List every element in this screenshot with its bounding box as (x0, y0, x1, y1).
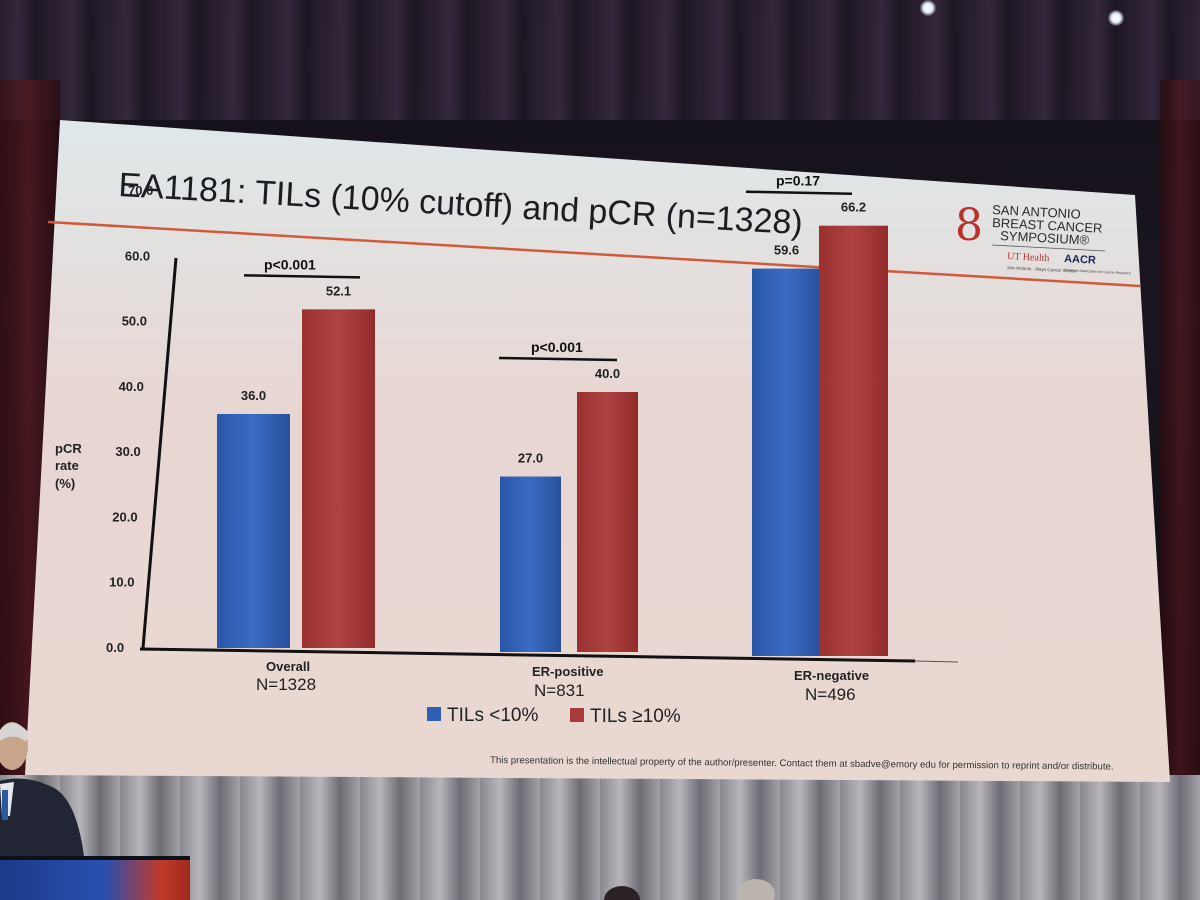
category-n-label: N=496 (805, 685, 856, 704)
legend: TILs <10% TILs ≥10% (427, 705, 681, 727)
logo-line-1: SAN ANTONIO (992, 202, 1081, 222)
x-tick-label: ER-positive (532, 664, 604, 679)
stage-curtain-right (1160, 80, 1200, 780)
y-tick-label: 30.0 (115, 444, 140, 459)
y-axis-label-line-1: pCR (55, 441, 82, 456)
aacr-sub: American Association for Cancer Research (1064, 268, 1131, 275)
data-label: 40.0 (595, 366, 620, 381)
sabcs-ribbon-icon: 8 (955, 200, 983, 251)
presenter-suit (0, 778, 84, 856)
presenter-hair (0, 723, 28, 742)
sabcs-logo: 8 SAN ANTONIO BREAST CANCER SYMPOSIUM® U… (955, 200, 1131, 275)
category-n-label: N=1328 (256, 675, 316, 694)
title-accent-line (47, 220, 1141, 288)
ut-health-label: UT Health (1007, 251, 1050, 264)
y-tick-label: 10.0 (109, 575, 134, 590)
data-label: 52.1 (326, 283, 351, 298)
x-axis-line (139, 647, 916, 663)
data-label: 66.2 (841, 200, 866, 215)
stage-light (1108, 10, 1124, 26)
logo-line-3: SYMPOSIUM® (1000, 228, 1090, 248)
p-value-label: p<0.001 (264, 256, 316, 272)
logo-line-2: BREAST CANCER (992, 215, 1103, 236)
stage-curtain-top (0, 0, 1200, 120)
bar-tils-high-overall (302, 309, 375, 648)
y-tick-label: 0.0 (106, 640, 124, 655)
data-label: 59.6 (774, 243, 799, 258)
presenter-figure (0, 722, 84, 856)
bar-tils-low-er-negative (752, 268, 821, 656)
y-tick-label: 70.0 (128, 183, 153, 198)
bar-tils-low-er-positive (500, 476, 561, 652)
legend-swatch-tils-low (427, 707, 441, 721)
y-axis-label-line-3: (%) (55, 476, 75, 491)
audience-head (737, 879, 775, 900)
data-label: 27.0 (518, 451, 543, 466)
y-tick-label: 60.0 (125, 248, 150, 263)
y-tick-label: 50.0 (122, 314, 147, 329)
stage-light (920, 0, 936, 16)
audience-head (604, 886, 640, 900)
stage-curtain-bottom (0, 775, 1200, 900)
p-value-bracket (498, 356, 618, 362)
chart-marks: 0.0 10.0 20.0 30.0 40.0 50.0 60.0 70.0 36.0 52.1 p… (106, 173, 888, 704)
presenter-tie (2, 790, 8, 820)
aacr-label: AACR (1064, 253, 1096, 267)
category-n-label: N=831 (534, 681, 585, 700)
p-value-bracket (243, 274, 361, 279)
data-label: 36.0 (241, 388, 266, 403)
p-value-label: p=0.17 (776, 173, 820, 189)
legend-label-tils-low: TILs <10% (447, 705, 538, 726)
p-value-bracket (745, 190, 853, 195)
logo-divider (991, 244, 1106, 252)
x-tick-label: Overall (266, 659, 310, 674)
podium (0, 856, 190, 900)
p-value-label: p<0.001 (531, 339, 583, 355)
y-tick-label: 40.0 (119, 379, 144, 394)
bar-tils-low-overall (217, 414, 290, 648)
y-axis-line (141, 257, 178, 649)
bar-tils-high-er-negative (819, 225, 888, 656)
y-axis-label-line-2: rate (55, 458, 79, 473)
legend-label-tils-high: TILs ≥10% (590, 706, 681, 727)
legend-swatch-tils-high (570, 708, 584, 722)
ut-health-sub: San Antonio · Mays Cancer Center (1007, 265, 1077, 274)
bar-tils-high-er-positive (577, 392, 638, 652)
x-axis-extension (914, 660, 959, 663)
y-tick-label: 20.0 (112, 509, 137, 524)
x-tick-label: ER-negative (794, 668, 869, 683)
